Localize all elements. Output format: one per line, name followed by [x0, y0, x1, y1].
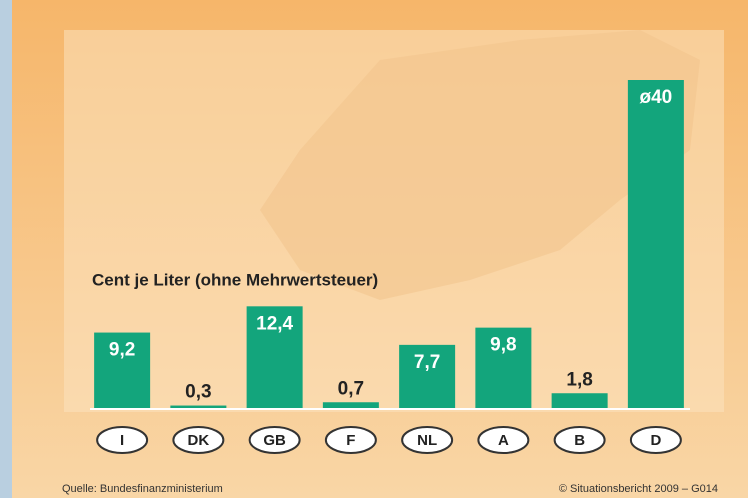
x-tick-label: D: [650, 432, 661, 449]
bar: [323, 402, 379, 408]
value-label: 1,8: [566, 369, 592, 390]
value-label: 0,3: [185, 382, 211, 403]
x-tick-label: NL: [417, 432, 437, 449]
x-tick-label: GB: [263, 432, 286, 449]
source: Quelle: Bundesfinanzministerium: [62, 483, 223, 495]
value-label: 7,7: [414, 352, 440, 373]
photo-edge: [0, 0, 12, 498]
value-label: 9,2: [109, 340, 135, 361]
x-tick-label: DK: [188, 432, 210, 449]
x-tick-label: F: [346, 432, 355, 449]
copyright: © Situationsbericht 2009 – G014: [559, 483, 718, 495]
value-label: 0,7: [338, 378, 364, 399]
bar: [628, 80, 684, 408]
value-label: 9,8: [490, 335, 516, 356]
chart-subtitle: Cent je Liter (ohne Mehrwertsteuer): [92, 270, 378, 289]
x-tick-label: I: [120, 432, 124, 449]
x-tick-label: A: [498, 432, 509, 449]
x-tick-label: B: [574, 432, 585, 449]
value-label: 12,4: [256, 313, 293, 334]
bar: [170, 406, 226, 408]
value-label: ø40: [640, 87, 673, 108]
bar: [552, 393, 608, 408]
chart: Cent je Liter (ohne Mehrwertsteuer) Quel…: [0, 0, 748, 498]
